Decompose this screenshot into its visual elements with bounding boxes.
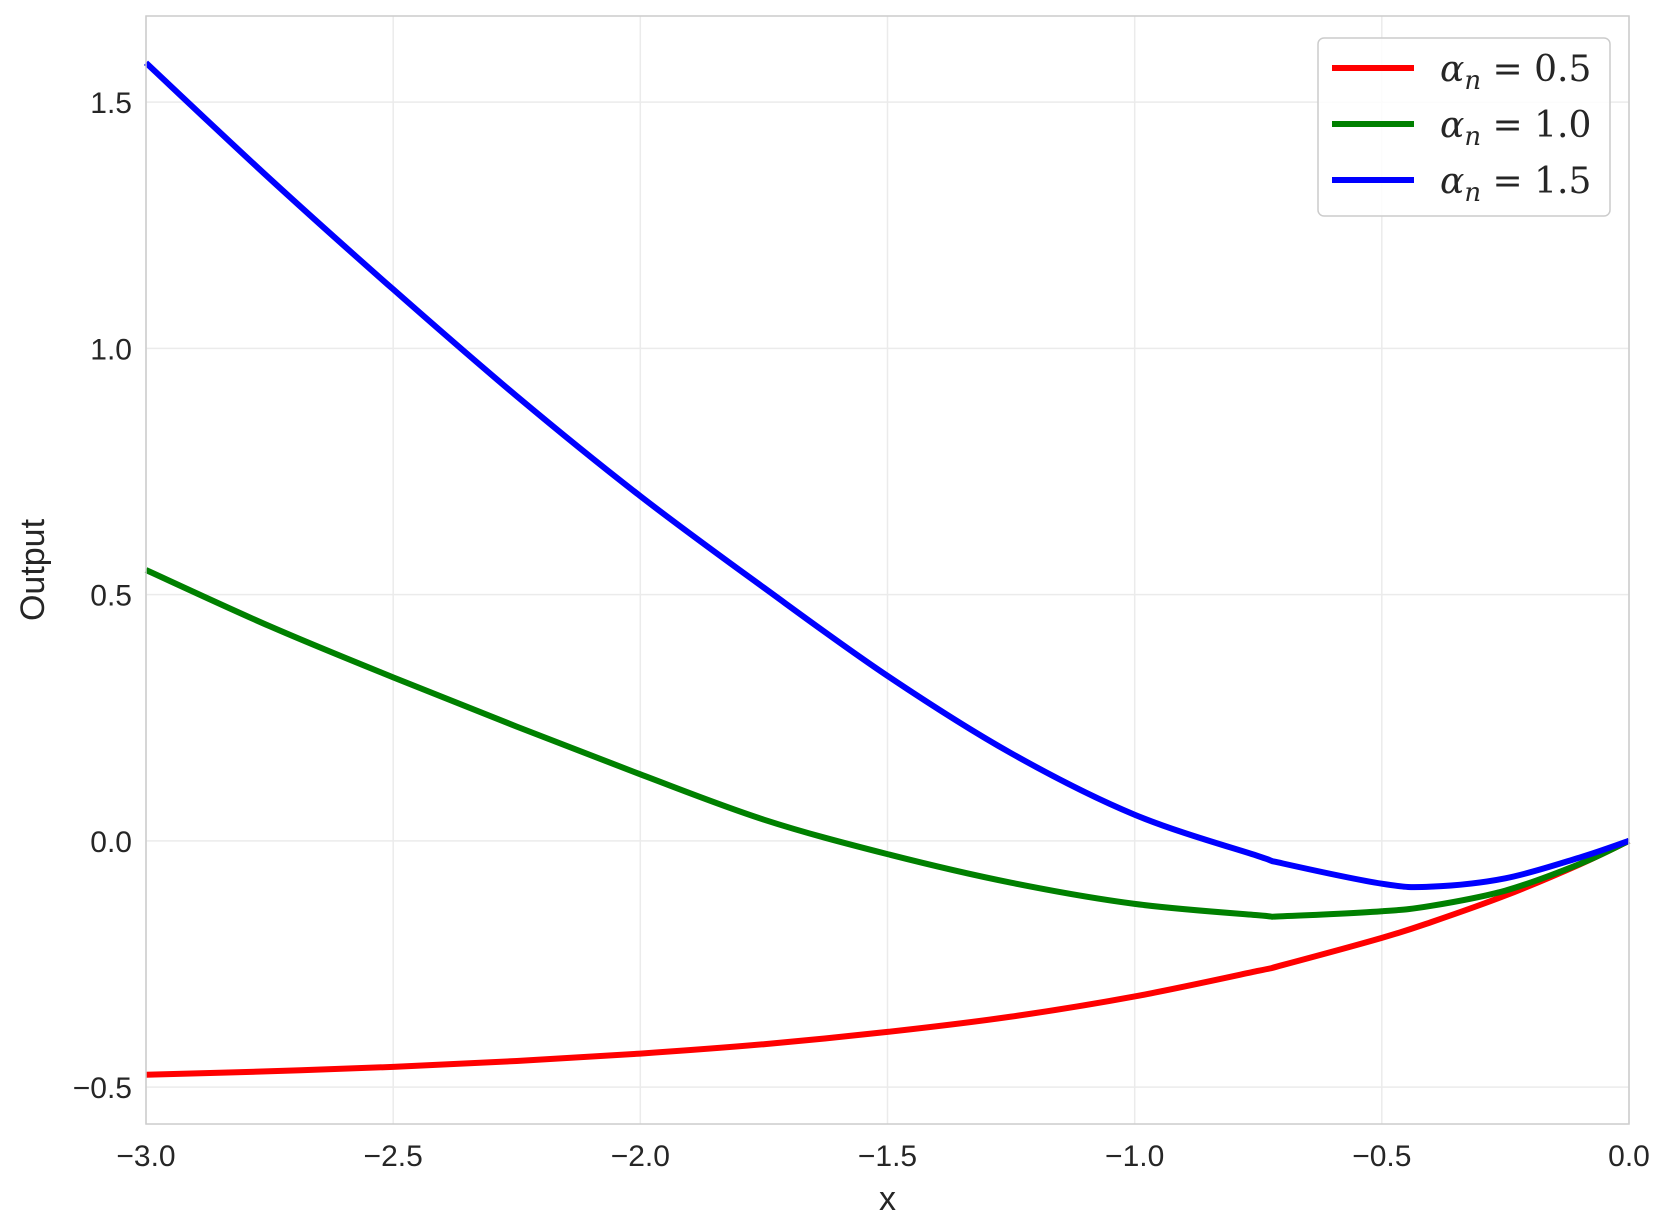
legend-symbol-1: α [1440, 105, 1464, 146]
legend-subscript-2: n [1464, 178, 1481, 208]
legend: αn = 0.5αn = 1.0αn = 1.5 [1317, 37, 1611, 217]
x-axis-label: x [879, 1180, 896, 1218]
series-line-2 [143, 60, 1630, 891]
plot-frame [145, 15, 1630, 1125]
legend-label-0: αn = 0.5 [1440, 49, 1591, 96]
legend-symbol-2: α [1440, 161, 1464, 202]
y-tick-label-1: 0.0 [90, 826, 132, 859]
x-tick-labels: −3.0 −2.5 −2.0 −1.5 −1.0 −0.5 0.0 [116, 1140, 1649, 1173]
x-tick-label-1: −2.5 [364, 1140, 423, 1173]
y-tick-labels: −0.5 0.0 0.5 1.0 1.5 [73, 87, 132, 1105]
x-tick-label-3: −1.5 [858, 1140, 917, 1173]
y-tick-label-0: −0.5 [73, 1072, 132, 1105]
legend-value-1: = 1.0 [1481, 105, 1591, 146]
x-tick-label-4: −1.0 [1105, 1140, 1164, 1173]
legend-box [1317, 37, 1611, 217]
legend-subscript-1: n [1464, 122, 1481, 152]
x-tick-label-0: −3.0 [116, 1140, 175, 1173]
y-axis-label: Output [14, 518, 52, 621]
y-tick-label-3: 1.0 [90, 333, 132, 366]
legend-label-1: αn = 1.0 [1440, 105, 1591, 152]
series-line-0 [145, 838, 1631, 1078]
legend-value-2: = 1.5 [1481, 161, 1591, 202]
legend-symbol-0: α [1440, 49, 1464, 90]
series-line-1 [144, 567, 1631, 920]
x-tick-label-2: −2.0 [611, 1140, 670, 1173]
y-tick-label-2: 0.5 [90, 580, 132, 613]
y-tick-label-4: 1.5 [90, 87, 132, 120]
series-lines [143, 60, 1631, 1078]
legend-label-2: αn = 1.5 [1440, 161, 1591, 208]
legend-subscript-0: n [1464, 66, 1481, 96]
x-tick-label-5: −0.5 [1352, 1140, 1411, 1173]
x-tick-label-6: 0.0 [1608, 1140, 1650, 1173]
legend-value-0: = 0.5 [1481, 49, 1591, 90]
